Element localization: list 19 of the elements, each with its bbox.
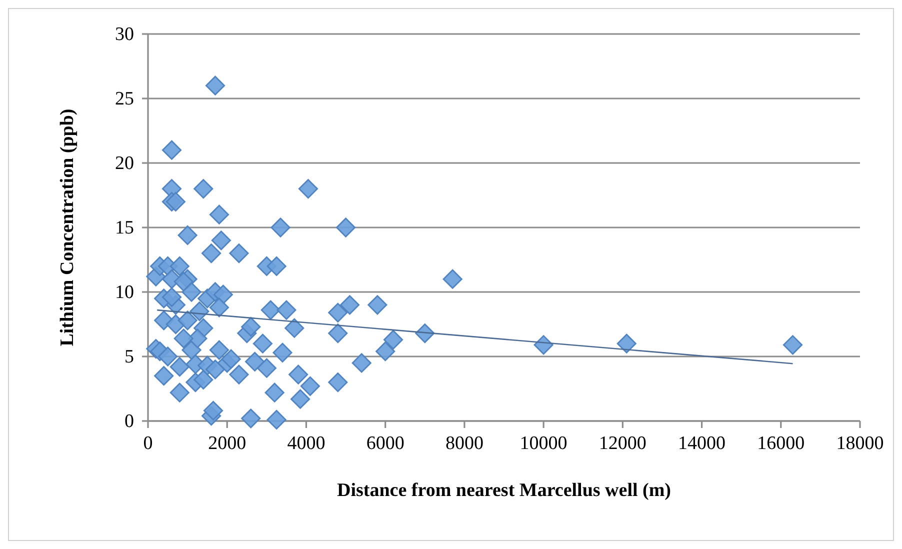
y-tick-label: 10 bbox=[115, 282, 134, 303]
y-tick-label: 25 bbox=[115, 88, 134, 110]
x-tick-label: 14000 bbox=[678, 433, 726, 454]
y-tick-label: 15 bbox=[115, 218, 134, 238]
x-tick-label: 6000 bbox=[366, 433, 404, 454]
y-tick-label: 30 bbox=[115, 24, 134, 45]
x-tick-label: 0 bbox=[143, 433, 153, 454]
y-axis-title: Lithium Concentration (ppb) bbox=[57, 108, 78, 346]
x-tick-label: 16000 bbox=[757, 433, 805, 454]
x-tick-label: 2000 bbox=[208, 433, 246, 454]
x-axis-title: Distance from nearest Marcellus well (m) bbox=[337, 480, 671, 501]
y-tick-label: 0 bbox=[124, 411, 134, 432]
x-tick-label: 10000 bbox=[520, 433, 568, 454]
y-tick-label: 20 bbox=[115, 153, 134, 174]
x-tick-label: 8000 bbox=[445, 433, 484, 454]
y-tick-label: 5 bbox=[124, 346, 134, 368]
x-tick-label: 18000 bbox=[836, 433, 884, 454]
x-tick-label: 12000 bbox=[598, 433, 646, 454]
x-tick-label: 4000 bbox=[287, 433, 326, 454]
